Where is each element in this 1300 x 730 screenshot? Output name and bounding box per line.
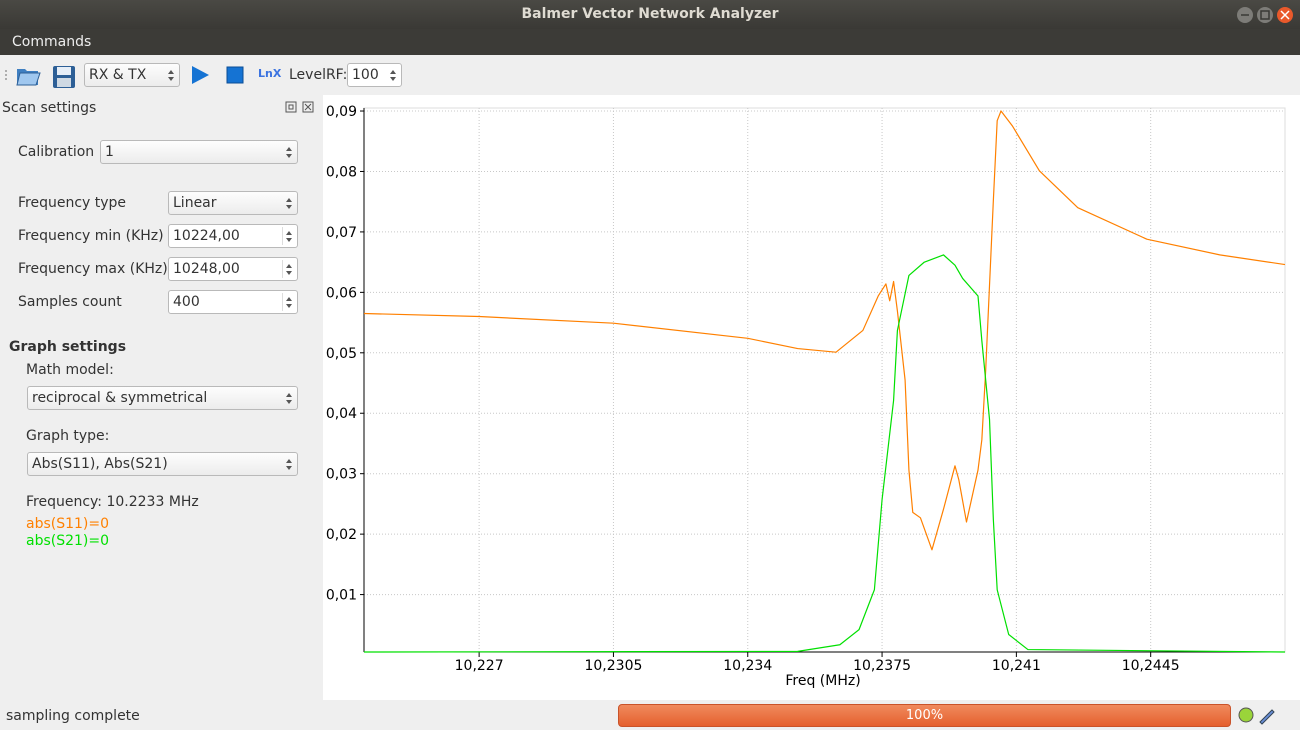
series-line [363,254,1286,653]
field-value: 400 [173,294,200,310]
toolbar-icons [5,66,244,88]
start-button[interactable] [192,66,209,84]
level-spinbox[interactable]: 100 [347,63,402,87]
x-tick-label: 10,2445 [1122,658,1180,674]
title-bar: Balmer Vector Network Analyzer [0,0,1300,29]
y-tick-label: 0,02 [326,527,357,543]
y-tick-label: 0,08 [326,164,357,180]
maximize-button[interactable] [1257,7,1273,23]
s11-readout: abs(S11)=0 [26,516,110,532]
panel-buttons[interactable] [285,101,317,115]
field-value: reciprocal & symmetrical [32,390,208,406]
frequency-readout: Frequency: 10.2233 MHz [26,494,199,510]
x-axis-label: Freq (MHz) [785,673,860,689]
save-button[interactable] [53,66,75,88]
progress-bar: 100% [618,704,1231,727]
window-buttons[interactable] [1234,5,1296,25]
field-label: Graph type: [26,428,110,444]
x-tick-label: 10,234 [723,658,772,674]
field-value: 10224,00 [173,228,240,244]
section-title: Graph settings [9,339,127,355]
y-tick-label: 0,07 [326,225,357,241]
x-tick-label: 10,241 [992,658,1041,674]
toolbar: RX & TX LnX LevelRF: 100 [0,55,1300,95]
x-tick-label: 10,227 [455,658,504,674]
y-tick-label: 0,03 [326,467,357,483]
y-tick-label: 0,05 [326,346,357,362]
mode-value: RX & TX [89,67,147,83]
panel-title: Scan settings [2,100,97,116]
scan-settings-panel: Scan settings Calibration 1 Frequency ty… [0,95,323,700]
math-model-combo[interactable]: reciprocal & symmetrical [27,386,298,410]
status-message: sampling complete [6,708,140,724]
window-title: Balmer Vector Network Analyzer [521,6,779,22]
plot-frame [363,107,1286,653]
level-label: LevelRF: [289,67,348,83]
field-label: Math model: [26,362,114,378]
field-label: Frequency type [18,195,127,211]
y-tick-label: 0,09 [326,104,357,120]
status-icons [1238,707,1275,725]
chart: Freq (MHz) 0,01 0,02 0,03 0,04 0,05 0,06 0,07 0… [323,95,1300,700]
field-value: 10248,00 [173,261,240,277]
frequency-min-spinbox[interactable]: 10224,00 [168,224,298,248]
field-label: Calibration [18,144,95,160]
stop-button[interactable] [226,66,244,84]
x-tick-label: 10,2305 [584,658,642,674]
open-button[interactable] [16,69,41,86]
s21-readout: abs(S21)=0 [26,533,110,549]
series-line [363,110,1286,551]
progress-text: 100% [905,708,944,723]
graph-type-combo[interactable]: Abs(S11), Abs(S21) [27,452,298,476]
status-bar: sampling complete 100% [0,700,1300,730]
field-value: Abs(S11), Abs(S21) [32,456,168,472]
y-tick-label: 0,01 [326,588,357,604]
samples-count-spinbox[interactable]: 400 [168,290,298,314]
y-tick-label: 0,06 [326,285,357,301]
level-value: 100 [352,67,379,83]
frequency-max-spinbox[interactable]: 10248,00 [168,257,298,281]
calibration-combo[interactable]: 1 [100,140,298,164]
mode-combo[interactable]: RX & TX [84,63,180,87]
lnx-button[interactable]: LnX [258,67,282,80]
menu-commands[interactable]: Commands [12,34,92,50]
field-label: Samples count [18,294,122,310]
field-value: 1 [105,144,114,160]
field-label: Frequency min (KHz) [18,228,164,244]
y-tick-label: 0,04 [326,406,357,422]
field-label: Frequency max (KHz) [18,261,168,277]
frequency-type-combo[interactable]: Linear [168,191,298,215]
menu-bar: Commands [0,29,1300,55]
field-value: Linear [173,195,217,211]
x-tick-label: 10,2375 [853,658,911,674]
